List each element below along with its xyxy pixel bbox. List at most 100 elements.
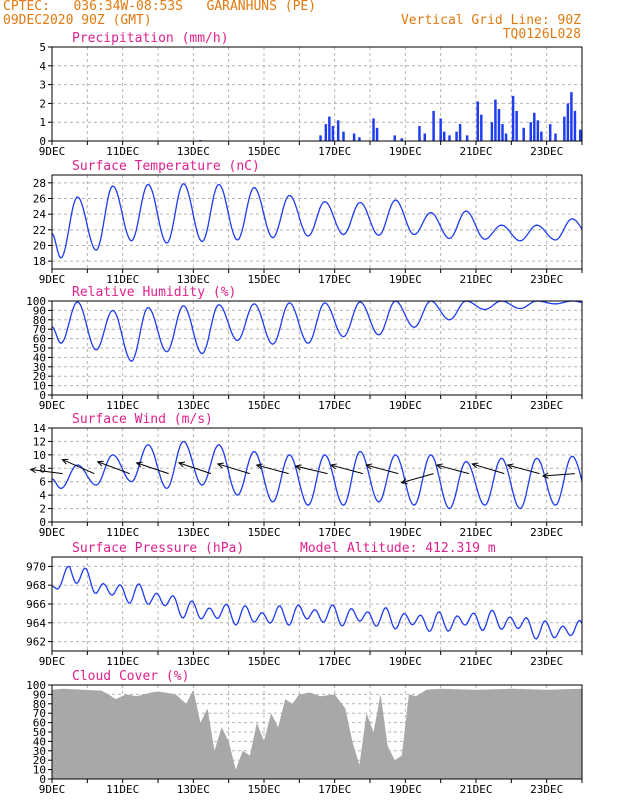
- wind-vector-head: [177, 461, 186, 468]
- x-tick-label: 21DEC: [459, 655, 492, 668]
- x-tick-label: 23DEC: [530, 526, 563, 539]
- x-tick-label: 15DEC: [247, 145, 280, 158]
- precip-bar: [418, 125, 421, 141]
- wind-vector-head: [255, 463, 263, 470]
- y-tick-label: 40: [33, 735, 46, 748]
- x-tick-label: 19DEC: [389, 399, 422, 412]
- precip-bar: [331, 125, 335, 141]
- x-tick-label: 23DEC: [530, 399, 563, 412]
- rh-title: Relative Humidity (%): [72, 285, 236, 300]
- x-tick-label: 15DEC: [247, 399, 280, 412]
- x-tick-label: 15DEC: [247, 273, 280, 286]
- x-tick-label: 11DEC: [106, 783, 139, 796]
- y-tick-label: 24: [33, 208, 47, 221]
- wind-vector-head: [61, 458, 69, 465]
- precip-bar: [578, 129, 582, 141]
- wind-vector: [217, 463, 251, 475]
- precip-bar: [455, 131, 458, 141]
- x-tick-label: 19DEC: [389, 526, 422, 539]
- x-tick-label: 19DEC: [389, 273, 422, 286]
- x-tick-label: 21DEC: [459, 145, 492, 158]
- precip-bar: [442, 131, 446, 141]
- precip-bar: [533, 112, 536, 141]
- x-tick-label: 15DEC: [247, 526, 280, 539]
- x-tick-label: 21DEC: [459, 399, 492, 412]
- y-tick-label: 14: [33, 422, 47, 435]
- wind-vector-head: [294, 464, 302, 471]
- precip-bar: [393, 135, 396, 141]
- precip-frame: [51, 46, 583, 142]
- wind-vector-head: [216, 462, 224, 469]
- precip-bar: [529, 122, 533, 141]
- x-tick-label: 9DEC: [39, 526, 66, 539]
- temp-title: Surface Temperature (nC): [72, 159, 260, 174]
- temp-series-line: [51, 182, 583, 259]
- y-tick-label: 4: [39, 489, 46, 502]
- y-tick-label: 1: [39, 116, 46, 129]
- wind-vector: [507, 464, 540, 475]
- precip-bar: [342, 131, 345, 141]
- wind-vector-head: [541, 472, 549, 479]
- y-tick-label: 60: [33, 717, 46, 730]
- y-tick-label: 80: [33, 314, 46, 327]
- pres-panel: 962 964 966 968 970 9DEC 11DEC 13DEC 15DEC 17DEC 1…: [26, 541, 583, 668]
- precip-bar: [536, 120, 540, 141]
- wind-title: Surface Wind (m/s): [72, 412, 213, 427]
- y-tick-label: 964: [26, 617, 46, 630]
- x-tick-label: 11DEC: [106, 399, 139, 412]
- precip-bar: [336, 120, 340, 141]
- temp-frame: [51, 174, 583, 270]
- y-tick-label: 10: [33, 764, 46, 777]
- y-tick-label: 10: [33, 449, 46, 462]
- y-tick-label: 50: [33, 726, 46, 739]
- precip-bar: [358, 137, 361, 141]
- wind-vector-head: [400, 478, 408, 485]
- temp-panel: 18 20 22 24 26 28 9DEC 11DEC 13DEC 15DEC 17DEC 19DE…: [33, 159, 583, 286]
- y-tick-label: 20: [33, 370, 46, 383]
- y-tick-label: 70: [33, 707, 46, 720]
- x-tick-label: 13DEC: [177, 399, 210, 412]
- y-tick-label: 28: [33, 177, 46, 190]
- precip-bar: [372, 118, 375, 141]
- vertical-grid-note: Vertical Grid Line: 90Z: [400, 13, 581, 28]
- x-tick-label: 19DEC: [389, 145, 422, 158]
- y-tick-label: 0: [39, 135, 46, 148]
- wind-vector-head: [29, 467, 37, 474]
- wind-vector: [62, 459, 95, 475]
- x-tick-label: 11DEC: [106, 655, 139, 668]
- precip-bar: [570, 92, 573, 141]
- y-tick-label: 80: [33, 698, 46, 711]
- x-tick-label: 13DEC: [177, 655, 210, 668]
- pres-title: Surface Pressure (hPa): [72, 541, 244, 556]
- wind-frame: [51, 427, 583, 523]
- wind-vector: [330, 464, 364, 475]
- wind-vector-head: [329, 463, 337, 470]
- x-tick-label: 23DEC: [530, 273, 563, 286]
- precip-bar: [480, 114, 483, 141]
- x-tick-label: 21DEC: [459, 526, 492, 539]
- y-tick-label: 20: [33, 240, 46, 253]
- wind-vector-head: [471, 462, 479, 469]
- y-tick-label: 970: [26, 560, 46, 573]
- x-tick-label: 17DEC: [318, 273, 351, 286]
- x-tick-label: 19DEC: [389, 783, 422, 796]
- precip-bar: [511, 95, 515, 141]
- pres-annotation: Model Altitude: 412.319 m: [300, 541, 496, 556]
- wind-vector: [472, 463, 505, 475]
- wind-vector-head: [506, 463, 514, 470]
- precip-bar: [566, 103, 570, 141]
- x-tick-label: 9DEC: [39, 273, 66, 286]
- x-tick-label: 21DEC: [459, 783, 492, 796]
- precip-bar: [501, 124, 504, 141]
- precip-bar: [448, 135, 451, 141]
- precip-bar: [548, 124, 552, 141]
- x-tick-label: 17DEC: [318, 145, 351, 158]
- y-tick-label: 100: [26, 295, 46, 308]
- x-tick-label: 15DEC: [247, 655, 280, 668]
- x-tick-label: 9DEC: [39, 399, 66, 412]
- x-tick-label: 11DEC: [106, 526, 139, 539]
- wind-vector: [136, 462, 169, 475]
- rh-series-line: [51, 300, 583, 362]
- x-tick-label: 23DEC: [530, 655, 563, 668]
